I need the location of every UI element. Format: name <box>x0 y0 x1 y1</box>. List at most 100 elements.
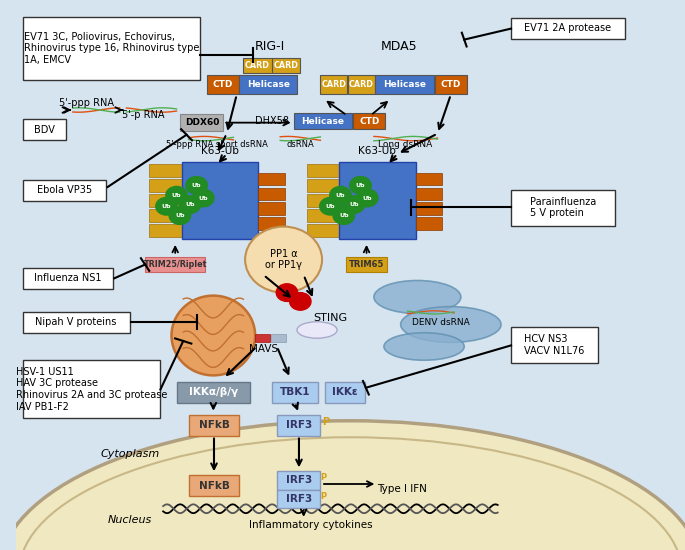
Circle shape <box>329 186 351 204</box>
Text: Parainfluenza
5 V protein: Parainfluenza 5 V protein <box>530 197 596 218</box>
Text: Ub: Ub <box>362 195 372 201</box>
FancyBboxPatch shape <box>149 179 182 192</box>
Circle shape <box>350 177 371 194</box>
Text: STING: STING <box>313 313 347 323</box>
FancyBboxPatch shape <box>23 312 129 333</box>
Text: CTD: CTD <box>440 80 461 89</box>
Text: TRIM25/Riplet: TRIM25/Riplet <box>143 260 207 269</box>
FancyBboxPatch shape <box>277 415 321 436</box>
Text: EV71 2A protease: EV71 2A protease <box>524 23 612 33</box>
Circle shape <box>343 196 364 213</box>
Text: CARD: CARD <box>321 80 346 89</box>
Circle shape <box>166 186 187 204</box>
FancyBboxPatch shape <box>258 202 285 215</box>
Text: PP1 α
or PP1γ: PP1 α or PP1γ <box>265 249 302 271</box>
FancyBboxPatch shape <box>511 18 625 38</box>
Text: K63-Ub: K63-Ub <box>358 146 396 156</box>
Text: Type I IFN: Type I IFN <box>377 485 427 494</box>
Text: DDX60: DDX60 <box>185 118 219 127</box>
Text: CARD: CARD <box>274 61 299 70</box>
Text: Cytoplasm: Cytoplasm <box>100 449 160 459</box>
FancyBboxPatch shape <box>256 334 270 342</box>
FancyBboxPatch shape <box>149 194 182 207</box>
Text: Ub: Ub <box>339 213 349 218</box>
FancyBboxPatch shape <box>375 75 434 94</box>
Text: Ub: Ub <box>349 202 358 207</box>
FancyBboxPatch shape <box>272 382 318 403</box>
Ellipse shape <box>401 307 501 342</box>
Text: Ub: Ub <box>192 183 201 188</box>
Text: IKKα/β/γ: IKKα/β/γ <box>189 387 238 397</box>
FancyBboxPatch shape <box>416 202 443 215</box>
Text: 5'-ppp RNA short dsRNA: 5'-ppp RNA short dsRNA <box>166 140 268 149</box>
Circle shape <box>333 207 355 224</box>
Text: IRF3: IRF3 <box>286 494 312 504</box>
FancyBboxPatch shape <box>149 209 182 222</box>
Text: p: p <box>297 297 303 306</box>
Text: TBK1: TBK1 <box>279 387 310 397</box>
Text: CARD: CARD <box>349 80 373 89</box>
FancyBboxPatch shape <box>416 173 443 185</box>
Text: Ub: Ub <box>172 192 182 198</box>
FancyBboxPatch shape <box>511 327 598 363</box>
FancyBboxPatch shape <box>243 58 271 73</box>
FancyBboxPatch shape <box>435 75 467 94</box>
Text: CARD: CARD <box>245 61 270 70</box>
FancyBboxPatch shape <box>307 224 339 236</box>
Text: Ub: Ub <box>356 183 365 188</box>
Ellipse shape <box>171 296 255 375</box>
FancyBboxPatch shape <box>177 382 250 403</box>
FancyBboxPatch shape <box>272 58 300 73</box>
Text: Ub: Ub <box>336 192 345 198</box>
FancyBboxPatch shape <box>149 164 182 177</box>
FancyBboxPatch shape <box>416 188 443 200</box>
FancyBboxPatch shape <box>239 75 297 94</box>
Ellipse shape <box>384 333 464 360</box>
Text: Nipah V proteins: Nipah V proteins <box>36 317 117 327</box>
Text: 5'-p RNA: 5'-p RNA <box>122 111 164 120</box>
Text: HSV-1 US11
HAV 3C protease
Rhinovirus 2A and 3C protease
IAV PB1-F2: HSV-1 US11 HAV 3C protease Rhinovirus 2A… <box>16 367 167 411</box>
FancyBboxPatch shape <box>207 75 239 94</box>
FancyBboxPatch shape <box>23 119 66 140</box>
FancyBboxPatch shape <box>307 164 339 177</box>
Circle shape <box>169 207 190 224</box>
FancyBboxPatch shape <box>23 16 200 80</box>
Text: Ub: Ub <box>325 204 335 209</box>
Circle shape <box>179 196 201 213</box>
Ellipse shape <box>245 227 322 293</box>
Text: Ub: Ub <box>162 204 171 209</box>
FancyBboxPatch shape <box>188 475 239 496</box>
Text: Influenza NS1: Influenza NS1 <box>34 273 101 283</box>
Text: IRF3: IRF3 <box>286 475 312 485</box>
Text: Nucleus: Nucleus <box>108 515 152 525</box>
FancyBboxPatch shape <box>294 113 353 129</box>
FancyBboxPatch shape <box>307 209 339 222</box>
Circle shape <box>192 189 214 207</box>
Circle shape <box>290 293 311 310</box>
Circle shape <box>320 197 341 215</box>
Text: Long dsRNA: Long dsRNA <box>378 140 432 149</box>
Text: IRF3: IRF3 <box>286 420 312 430</box>
FancyBboxPatch shape <box>149 224 182 236</box>
Circle shape <box>186 177 208 194</box>
Text: DHX58: DHX58 <box>255 116 289 126</box>
Circle shape <box>356 189 378 207</box>
FancyBboxPatch shape <box>258 217 285 230</box>
Text: Helicase: Helicase <box>301 117 345 125</box>
Text: P: P <box>322 417 329 427</box>
FancyBboxPatch shape <box>188 415 239 436</box>
FancyBboxPatch shape <box>347 257 386 272</box>
Text: dsRNA: dsRNA <box>286 140 314 149</box>
Text: K63-Ub: K63-Ub <box>201 146 239 156</box>
FancyBboxPatch shape <box>277 490 321 508</box>
Ellipse shape <box>374 280 461 314</box>
Text: P: P <box>321 492 327 500</box>
Text: 5'-ppp RNA: 5'-ppp RNA <box>59 98 114 108</box>
Text: HCV NS3
VACV N1L76: HCV NS3 VACV N1L76 <box>524 334 585 356</box>
FancyBboxPatch shape <box>307 179 339 192</box>
FancyBboxPatch shape <box>23 268 113 289</box>
Circle shape <box>155 197 177 215</box>
FancyBboxPatch shape <box>325 382 365 403</box>
FancyBboxPatch shape <box>271 334 286 342</box>
FancyBboxPatch shape <box>348 75 375 94</box>
